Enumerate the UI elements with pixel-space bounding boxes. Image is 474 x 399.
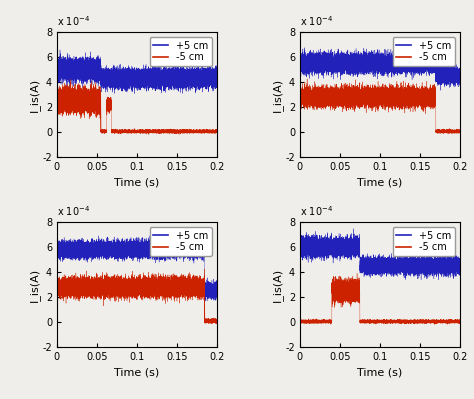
Text: x 10$^{-4}$: x 10$^{-4}$ [57, 14, 90, 28]
X-axis label: Time (s): Time (s) [114, 367, 159, 377]
Legend: +5 cm, -5 cm: +5 cm, -5 cm [392, 227, 455, 256]
Text: x 10$^{-4}$: x 10$^{-4}$ [300, 14, 333, 28]
Text: x 10$^{-4}$: x 10$^{-4}$ [57, 205, 90, 218]
Y-axis label: I_is(A): I_is(A) [272, 77, 283, 112]
Y-axis label: I_is(A): I_is(A) [272, 267, 283, 302]
X-axis label: Time (s): Time (s) [357, 367, 402, 377]
Text: x 10$^{-4}$: x 10$^{-4}$ [300, 205, 333, 218]
X-axis label: Time (s): Time (s) [357, 178, 402, 188]
X-axis label: Time (s): Time (s) [114, 178, 159, 188]
Y-axis label: I_is(A): I_is(A) [28, 267, 39, 302]
Legend: +5 cm, -5 cm: +5 cm, -5 cm [149, 227, 212, 256]
Y-axis label: I_is(A): I_is(A) [28, 77, 39, 112]
Legend: +5 cm, -5 cm: +5 cm, -5 cm [149, 37, 212, 66]
Legend: +5 cm, -5 cm: +5 cm, -5 cm [392, 37, 455, 66]
